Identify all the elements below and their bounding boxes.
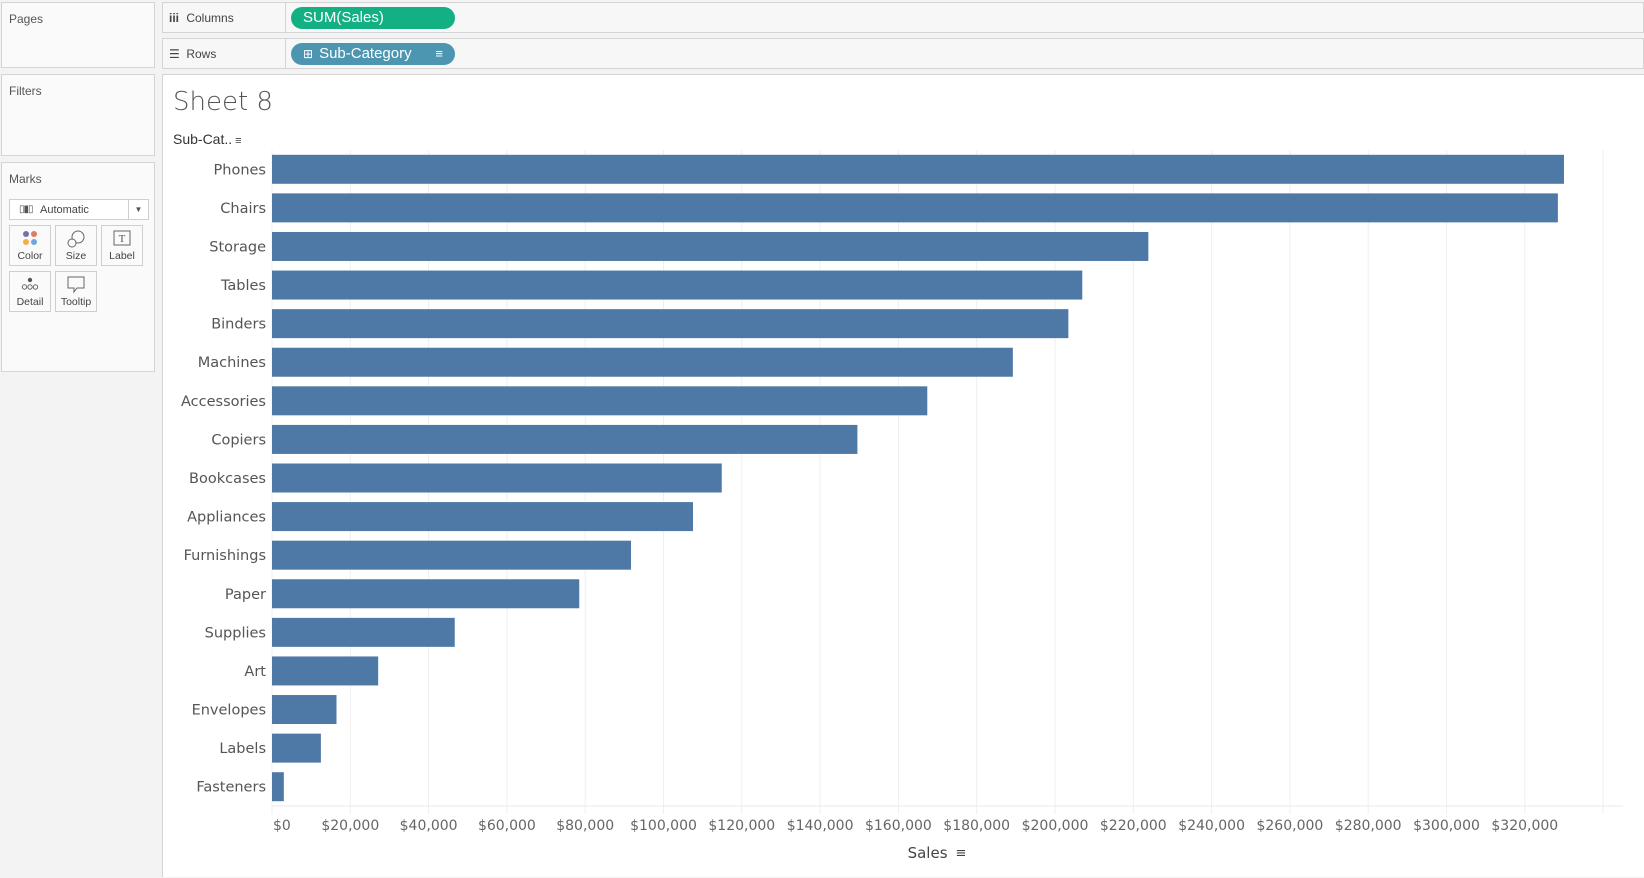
x-tick-label: $200,000 [1022, 818, 1089, 834]
x-tick-label: $60,000 [478, 818, 536, 834]
size-button[interactable]: Size [55, 225, 97, 266]
marks-card: Marks ▯▮▯ Automatic ▼ Color Size T Label [1, 162, 155, 372]
x-tick-label: $240,000 [1178, 818, 1245, 834]
columns-shelf[interactable]: iii Columns SUM(Sales) [162, 2, 1644, 33]
bar-chart-icon: ▯▮▯ [19, 204, 33, 215]
size-label: Size [56, 250, 96, 262]
bar-accessories[interactable] [272, 386, 927, 415]
bar-appliances[interactable] [272, 502, 693, 531]
category-label[interactable]: Chairs [220, 201, 266, 217]
sub-category-pill-label: Sub-Category [319, 45, 412, 62]
pages-card[interactable]: Pages [1, 2, 155, 68]
bar-binders[interactable] [272, 309, 1068, 338]
category-label[interactable]: Art [244, 664, 266, 680]
x-tick-label: $220,000 [1100, 818, 1167, 834]
marks-title: Marks [9, 172, 42, 186]
bar-labels[interactable] [272, 734, 321, 763]
columns-label: Columns [186, 11, 233, 25]
bar-tables[interactable] [272, 271, 1082, 300]
bar-phones[interactable] [272, 155, 1564, 184]
tooltip-label: Tooltip [56, 296, 96, 308]
mark-type-dropdown[interactable]: ▯▮▯ Automatic ▼ [9, 199, 149, 220]
rows-shelf[interactable]: ☰ Rows ⊞ Sub-Category ≡ [162, 38, 1644, 69]
color-button[interactable]: Color [9, 225, 51, 266]
label-icon: T [102, 230, 142, 250]
chevron-down-icon[interactable]: ▼ [128, 200, 148, 219]
bar-storage[interactable] [272, 232, 1148, 261]
filters-card[interactable]: Filters [1, 74, 155, 156]
category-label[interactable]: Envelopes [192, 703, 266, 719]
category-label[interactable]: Bookcases [189, 471, 266, 487]
category-label[interactable]: Paper [225, 587, 266, 603]
x-tick-label: $280,000 [1335, 818, 1402, 834]
shelf-divider [285, 39, 286, 68]
x-tick-label: $140,000 [787, 818, 854, 834]
category-label[interactable]: Binders [211, 317, 266, 333]
x-tick-label: $20,000 [321, 818, 379, 834]
mark-type-value: Automatic [40, 204, 89, 216]
category-label[interactable]: Phones [214, 162, 266, 178]
rows-label: Rows [186, 47, 216, 61]
detail-icon [10, 276, 50, 296]
category-label[interactable]: Machines [198, 355, 266, 371]
category-label[interactable]: Appliances [187, 510, 266, 526]
x-tick-label: $80,000 [556, 818, 614, 834]
sub-category-pill[interactable]: ⊞ Sub-Category ≡ [291, 43, 455, 65]
x-tick-label: $40,000 [400, 818, 458, 834]
sort-icon[interactable]: ≡ [956, 846, 967, 861]
category-label[interactable]: Furnishings [184, 548, 266, 564]
x-tick-label: $180,000 [943, 818, 1010, 834]
category-label[interactable]: Copiers [211, 432, 266, 448]
label-label: Label [102, 250, 142, 262]
tooltip-button[interactable]: Tooltip [55, 271, 97, 312]
category-label[interactable]: Supplies [205, 625, 266, 641]
shelf-divider [285, 3, 286, 32]
pages-title: Pages [9, 12, 43, 26]
sum-sales-pill-label: SUM(Sales) [303, 9, 384, 26]
bar-fasteners[interactable] [272, 772, 284, 801]
x-tick-label: $120,000 [708, 818, 775, 834]
x-tick-label: $320,000 [1491, 818, 1558, 834]
category-label[interactable]: Labels [219, 741, 266, 757]
expand-icon[interactable]: ⊞ [303, 47, 313, 61]
color-label: Color [10, 250, 50, 262]
bar-chairs[interactable] [272, 193, 1558, 222]
size-icon [56, 230, 96, 250]
sum-sales-pill[interactable]: SUM(Sales) [291, 7, 455, 29]
category-label[interactable]: Accessories [181, 394, 266, 410]
x-tick-label: $260,000 [1256, 818, 1323, 834]
bar-envelopes[interactable] [272, 695, 337, 724]
bar-art[interactable] [272, 656, 378, 685]
category-label[interactable]: Fasteners [196, 780, 266, 796]
color-icon [10, 230, 50, 250]
x-tick-label: $300,000 [1413, 818, 1480, 834]
detail-button[interactable]: Detail [9, 271, 51, 312]
columns-icon: iii [169, 11, 183, 25]
x-tick-label: $100,000 [630, 818, 697, 834]
bar-supplies[interactable] [272, 618, 455, 647]
x-tick-label: $0 [273, 818, 291, 834]
detail-label: Detail [10, 296, 50, 308]
left-panel: Pages Filters Marks ▯▮▯ Automatic ▼ Colo… [0, 0, 155, 877]
x-axis-title[interactable]: Sales [908, 844, 948, 862]
category-label[interactable]: Storage [209, 239, 266, 255]
bar-chart: Phones Chairs Storage Tables Binders Machines… [163, 75, 1644, 878]
rows-icon: ☰ [169, 47, 183, 61]
bar-bookcases[interactable] [272, 464, 722, 493]
filters-title: Filters [9, 84, 42, 98]
sort-descending-icon[interactable]: ≡ [435, 43, 443, 65]
label-button[interactable]: T Label [101, 225, 143, 266]
category-label[interactable]: Tables [220, 278, 266, 294]
bar-furnishings[interactable] [272, 541, 631, 570]
bar-copiers[interactable] [272, 425, 857, 454]
bar-paper[interactable] [272, 579, 579, 608]
svg-text:T: T [119, 233, 126, 245]
bar-machines[interactable] [272, 348, 1013, 377]
x-tick-label: $160,000 [865, 818, 932, 834]
tooltip-icon [56, 276, 96, 296]
